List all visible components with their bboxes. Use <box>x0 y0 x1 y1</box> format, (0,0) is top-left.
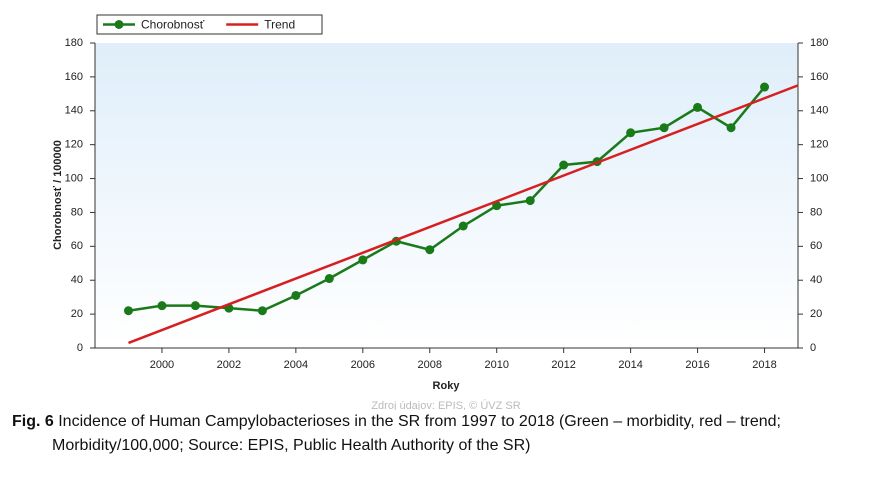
point <box>157 301 167 311</box>
point <box>559 160 569 170</box>
series-line <box>128 86 766 312</box>
y2-tick-label: 80 <box>810 206 822 218</box>
plot-area <box>95 43 798 348</box>
point <box>324 274 334 284</box>
point <box>123 306 133 316</box>
x-tick-label: 2012 <box>551 359 575 371</box>
point <box>425 245 435 255</box>
point <box>257 306 267 316</box>
y-axis-label: Chorobnosť / 100000 <box>52 140 64 250</box>
y2-tick-label: 100 <box>810 172 828 184</box>
chart: Chorobnosť / 100000 Roky Zdroj údajov: E… <box>52 14 828 412</box>
y-tick-label: 20 <box>71 308 83 320</box>
y2-tick-label: 180 <box>810 37 828 49</box>
y2-tick-label: 20 <box>810 308 822 320</box>
y2-tick-label: 120 <box>810 139 828 151</box>
point <box>525 196 535 206</box>
x-tick-label: 2002 <box>217 359 241 371</box>
y2-tick-label: 40 <box>810 274 822 286</box>
x-axis-label: Roky <box>433 380 461 392</box>
point <box>190 301 200 311</box>
y-tick-label: 180 <box>65 37 83 49</box>
caption-label: Fig. 6 <box>12 413 54 430</box>
point <box>659 123 669 133</box>
point <box>760 82 770 92</box>
caption-text: Incidence of Human Campylobacterioses in… <box>52 413 781 454</box>
y2-tick-label: 60 <box>810 240 822 252</box>
x-tick-label: 2006 <box>351 359 375 371</box>
y-tick-label: 80 <box>71 206 83 218</box>
point <box>693 102 703 112</box>
y-tick-label: 40 <box>71 274 83 286</box>
y-tick-label: 100 <box>65 172 83 184</box>
y2-tick-label: 140 <box>810 105 828 117</box>
x-tick-label: 2018 <box>752 359 776 371</box>
source: Zdroj údajov: EPIS, © ÚVZ SR <box>371 399 520 410</box>
y2-tick-label: 0 <box>810 342 816 354</box>
legend-label: Chorobnosť <box>141 18 205 32</box>
x-tick-label: 2014 <box>618 359 642 371</box>
legend-marker <box>114 20 124 29</box>
x-tick-label: 2010 <box>484 359 508 371</box>
point <box>291 290 301 300</box>
legend-label: Trend <box>264 18 295 32</box>
x-tick-label: 2008 <box>418 359 442 371</box>
x-tick-label: 2016 <box>685 359 709 371</box>
x-tick-label: 2000 <box>150 359 174 371</box>
caption: Fig. 6 Incidence of Human Campylobacteri… <box>0 410 860 458</box>
series-line <box>128 84 799 345</box>
y-tick-label: 120 <box>65 139 83 151</box>
point <box>358 255 368 265</box>
y2-tick-label: 160 <box>810 71 828 83</box>
y-tick-label: 160 <box>65 71 83 83</box>
point <box>626 128 636 138</box>
y-tick-label: 0 <box>77 342 83 354</box>
legend-box <box>96 14 323 35</box>
x-tick-label: 2004 <box>284 359 308 371</box>
y-tick-label: 140 <box>65 105 83 117</box>
point <box>726 123 736 133</box>
point <box>458 221 468 231</box>
y-tick-label: 60 <box>71 240 83 252</box>
